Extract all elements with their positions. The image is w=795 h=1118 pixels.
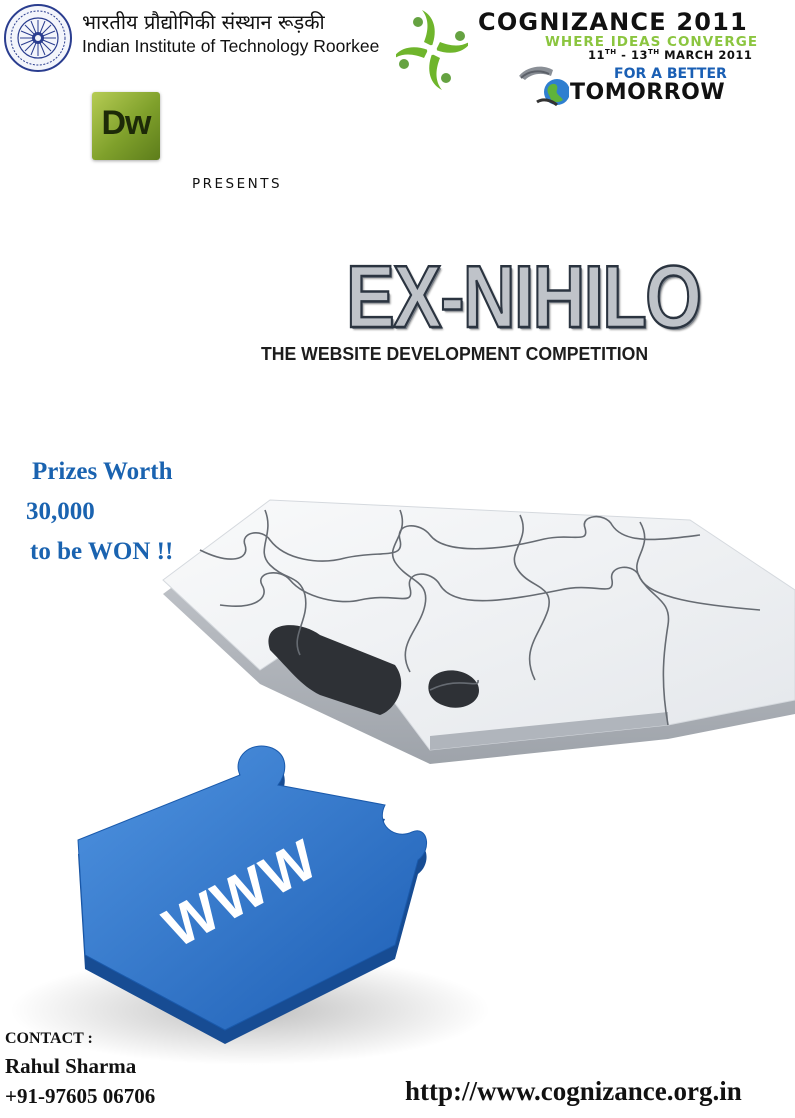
prize-line-3: to be WON !! <box>30 538 174 565</box>
cognizance-logo-icon <box>396 10 468 90</box>
date-month-year: MARCH 2011 <box>659 48 753 62</box>
fest-dates: 11TH - 13TH MARCH 2011 <box>588 48 752 62</box>
date-start-day: 11 <box>588 48 606 62</box>
prize-amount: 30,000 <box>26 498 95 525</box>
iitr-seal-icon <box>4 4 72 72</box>
date-separator: - <box>616 48 631 62</box>
date-start-suffix: TH <box>605 48 617 57</box>
prize-line-1: Prizes Worth <box>32 458 173 485</box>
institute-name-hindi: भारतीय प्रौद्योगिकी संस्थान रूड़की <box>82 10 325 34</box>
date-end-day: 13 <box>630 48 648 62</box>
contact-phone: +91-97605 06706 <box>5 1084 156 1108</box>
slogan-line-2: TOMORROW <box>570 80 726 105</box>
contact-name: Rahul Sharma <box>5 1054 137 1078</box>
contact-label: CONTACT : <box>5 1030 93 1047</box>
institute-name-english: Indian Institute of Technology Roorkee <box>82 36 380 56</box>
event-title: EX-NIHILO <box>345 246 703 348</box>
slogan-line-1: FOR A BETTER <box>614 66 727 82</box>
puzzle-illustration: WWW <box>10 499 795 1065</box>
dreamweaver-icon: Dw <box>92 92 160 160</box>
dreamweaver-label: Dw <box>101 104 152 142</box>
fest-title: COGNIZANCE 2011 <box>478 8 748 36</box>
blue-puzzle-piece: WWW <box>10 745 490 1065</box>
date-end-suffix: TH <box>647 48 660 57</box>
globe-icon <box>519 66 569 107</box>
presents-label: PRESENTS <box>192 176 283 192</box>
website-link[interactable]: http://www.cognizance.org.in <box>405 1076 742 1106</box>
fest-tagline: WHERE IDEAS CONVERGE <box>545 34 759 50</box>
white-puzzle-board <box>162 499 795 764</box>
event-subtitle: THE WEBSITE DEVELOPMENT COMPETITION <box>261 344 649 364</box>
